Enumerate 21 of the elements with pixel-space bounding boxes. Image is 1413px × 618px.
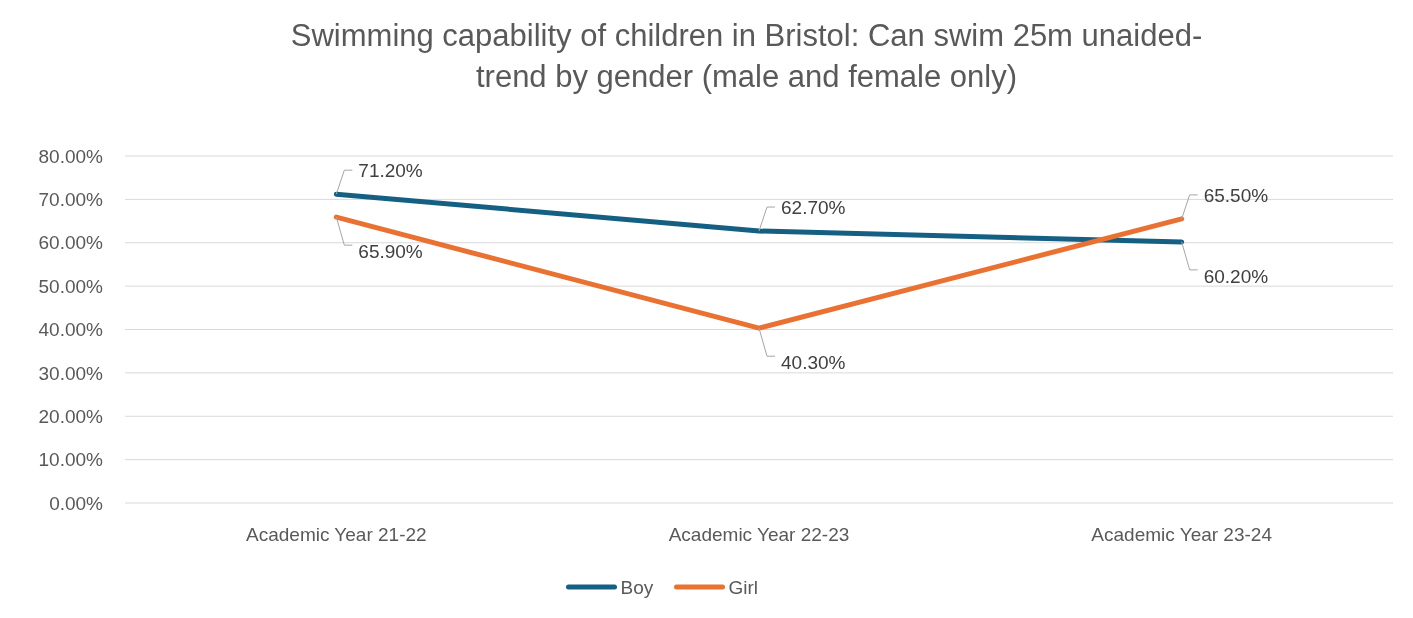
x-tick-label: Academic Year 22-23 bbox=[668, 524, 850, 545]
chart-title: Swimming capability of children in Bristol: Can swim 25m unaided- trend by gender (male and female only) bbox=[290, 18, 1203, 94]
data-label: 60.20% bbox=[1203, 265, 1269, 287]
legend-label: Girl bbox=[728, 576, 759, 598]
data-label: 40.30% bbox=[781, 351, 846, 373]
y-tick-label: 30.00% bbox=[38, 362, 104, 384]
y-tick-label: 40.00% bbox=[38, 319, 104, 341]
x-tick-label: Academic Year 21-22 bbox=[246, 524, 427, 545]
data-label: 65.90% bbox=[358, 240, 423, 262]
y-tick-label: 0.00% bbox=[49, 492, 104, 514]
data-label: 65.50% bbox=[1203, 184, 1269, 206]
data-label: 62.70% bbox=[781, 196, 846, 218]
x-tick-label: Academic Year 23-24 bbox=[1091, 524, 1273, 545]
data-label: 71.20% bbox=[358, 159, 423, 181]
y-tick-label: 60.00% bbox=[38, 232, 104, 254]
y-tick-label: 80.00% bbox=[38, 145, 104, 167]
y-tick-label: 50.00% bbox=[38, 275, 104, 297]
y-tick-label: 20.00% bbox=[38, 405, 104, 427]
legend-label: Boy bbox=[620, 576, 654, 598]
y-tick-label: 70.00% bbox=[38, 189, 104, 211]
y-tick-label: 10.00% bbox=[38, 449, 104, 471]
